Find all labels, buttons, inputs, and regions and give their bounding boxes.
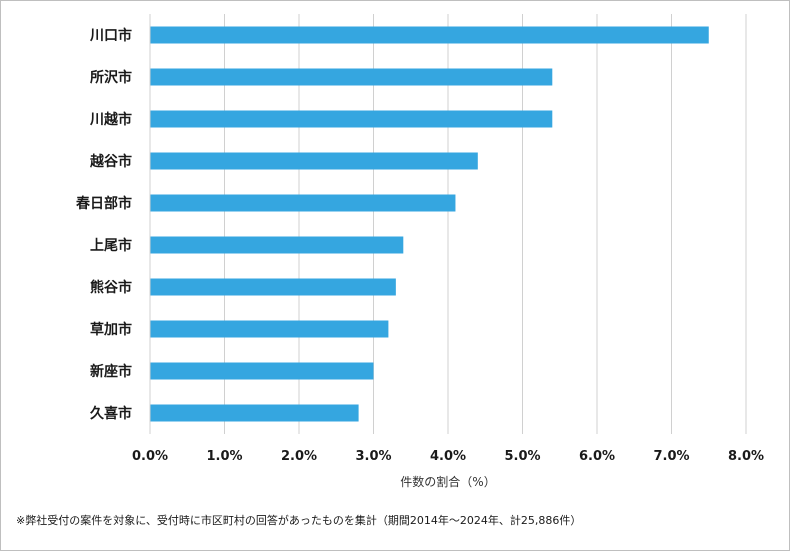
x-tick-label: 7.0% bbox=[653, 449, 689, 464]
category-label: 草加市 bbox=[90, 321, 132, 338]
bars bbox=[150, 26, 709, 422]
x-tick-label: 0.0% bbox=[132, 449, 168, 464]
category-label: 新座市 bbox=[90, 363, 132, 380]
x-tick-label: 6.0% bbox=[579, 449, 615, 464]
x-tick-label: 4.0% bbox=[430, 449, 466, 464]
bar bbox=[150, 110, 553, 128]
footnote: ※弊社受付の案件を対象に、受付時に市区町村の回答があったものを集計（期間2014… bbox=[16, 514, 582, 527]
x-tick-label: 1.0% bbox=[206, 449, 242, 464]
bar bbox=[150, 194, 456, 212]
category-label: 越谷市 bbox=[89, 153, 132, 170]
bar bbox=[150, 26, 709, 44]
x-tick-label: 8.0% bbox=[728, 449, 764, 464]
category-label: 春日部市 bbox=[75, 195, 132, 212]
bar bbox=[150, 152, 478, 170]
bar bbox=[150, 404, 359, 422]
category-label: 熊谷市 bbox=[90, 279, 132, 296]
x-tick-label: 5.0% bbox=[504, 449, 540, 464]
bar bbox=[150, 362, 374, 380]
x-tick-label: 3.0% bbox=[355, 449, 391, 464]
bar bbox=[150, 320, 389, 338]
bar bbox=[150, 68, 553, 86]
category-label: 久喜市 bbox=[89, 405, 132, 422]
category-label: 上尾市 bbox=[90, 237, 132, 254]
x-tick-label: 2.0% bbox=[281, 449, 317, 464]
bar bbox=[150, 278, 396, 296]
category-label: 所沢市 bbox=[90, 69, 132, 86]
x-axis-title: 件数の割合（%） bbox=[400, 474, 495, 489]
x-tick-labels: 0.0% 1.0% 2.0% 3.0% 4.0% 5.0% 6.0% 7.0% 8.0% bbox=[132, 449, 764, 464]
category-label: 川越市 bbox=[89, 111, 132, 128]
bar bbox=[150, 236, 404, 254]
category-label: 川口市 bbox=[89, 27, 132, 44]
